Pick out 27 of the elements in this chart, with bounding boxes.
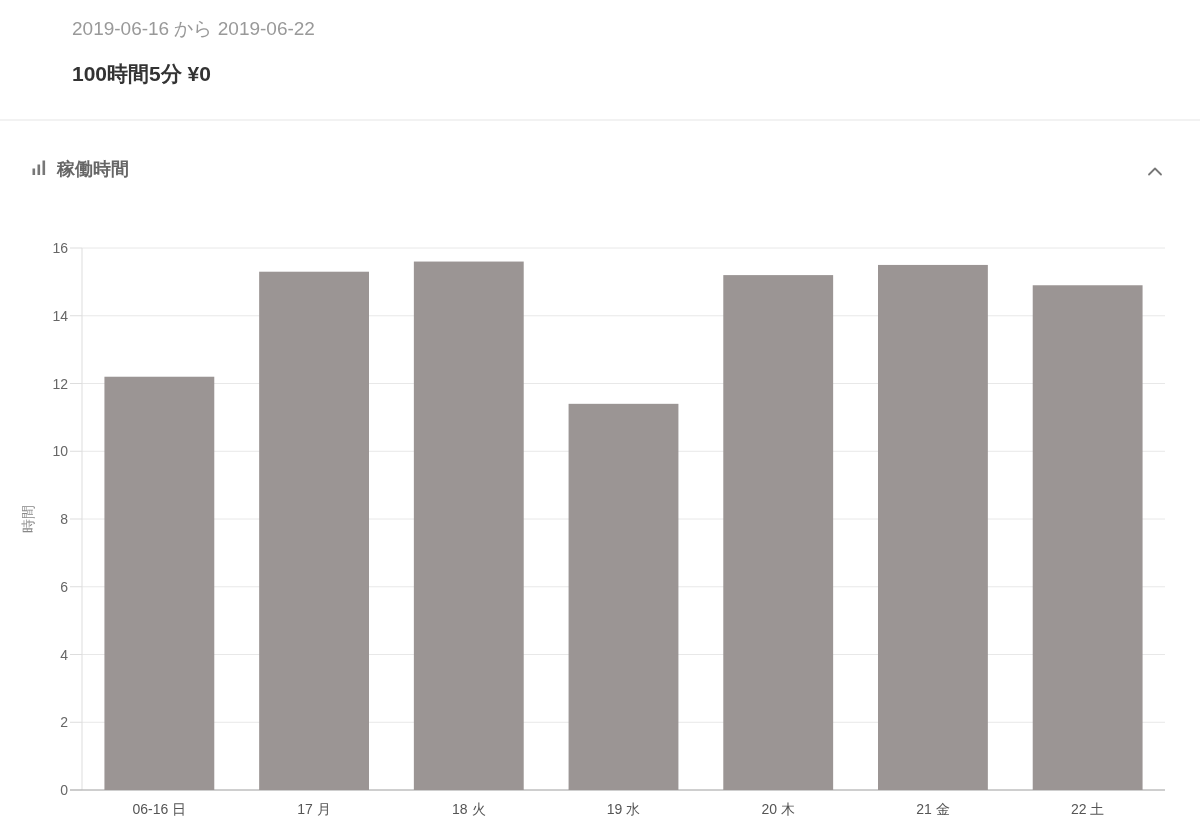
bar bbox=[104, 376, 215, 790]
text: 100時間5分 ¥0 bbox=[72, 61, 211, 85]
bar bbox=[568, 403, 679, 790]
bar bbox=[1032, 285, 1143, 790]
text: 2019-06-16 から 2019-06-22 bbox=[72, 17, 315, 39]
bar bbox=[413, 261, 524, 790]
y-tick-label: 0 bbox=[60, 782, 69, 798]
bar bbox=[259, 271, 369, 790]
y-axis-title: 時間 bbox=[20, 505, 36, 533]
x-tick-label: 06-16 日 bbox=[132, 801, 187, 817]
y-tick-label: 6 bbox=[60, 578, 69, 595]
chart-title: 稼働時間 bbox=[56, 159, 129, 179]
y-tick-label: 14 bbox=[52, 307, 69, 324]
y-tick-label: 2 bbox=[60, 714, 69, 731]
y-tick-label: 10 bbox=[52, 443, 69, 460]
x-tick-label: 19 水 bbox=[606, 801, 641, 817]
x-tick-label: 20 木 bbox=[761, 801, 795, 817]
y-tick-label: 8 bbox=[60, 511, 69, 527]
x-tick-label: 21 金 bbox=[916, 801, 950, 817]
x-tick-label: 18 火 bbox=[452, 801, 486, 817]
y-tick-label: 16 bbox=[52, 240, 69, 256]
bar bbox=[878, 264, 988, 790]
y-tick-label: 12 bbox=[52, 375, 69, 392]
x-tick-label: 22 土 bbox=[1070, 801, 1105, 817]
y-tick-label: 4 bbox=[60, 646, 69, 663]
bar bbox=[723, 275, 834, 790]
x-tick-label: 17 月 bbox=[297, 801, 331, 817]
